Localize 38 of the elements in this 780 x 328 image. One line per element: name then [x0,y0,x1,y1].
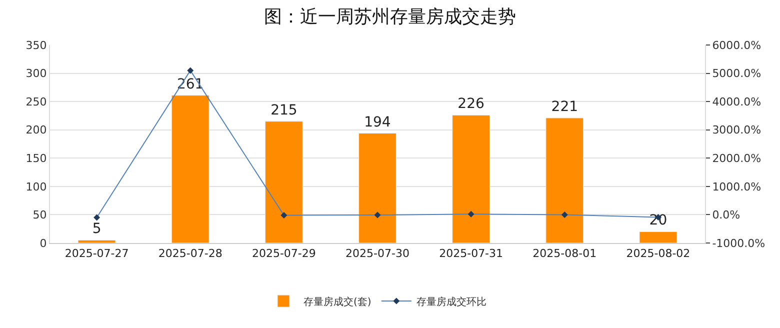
y2-tick-label: 6000.0% [712,38,762,52]
data-label: 194 [364,114,391,130]
y-tick-label: 150 [26,152,47,165]
y2-tick-label: 4000.0% [712,95,762,108]
data-label: 5 [92,221,102,238]
y-tick-label: 200 [26,124,47,137]
y2-tick-label: -1000.0% [712,236,766,250]
y2-tick-label: 5000.0% [712,67,762,80]
x-tick-label: 2025-07-30 [346,247,410,260]
bar [358,133,396,243]
data-label: 221 [551,98,578,115]
x-tick-label: 2025-08-01 [532,247,597,260]
x-tick-label: 2025-07-29 [252,247,316,260]
x-tick-label: 2025-08-02 [626,247,690,260]
y-tick-label: 50 [32,208,47,222]
y2-tick-label: 1000.0% [712,180,762,194]
legend-label: 存量房成交环比 [416,296,486,308]
y-tick-label: 250 [26,95,47,108]
y2-tick-label: 0.0% [712,208,740,222]
y-tick-label: 0 [40,236,47,250]
x-tick-label: 2025-07-31 [439,247,504,260]
y-tick-label: 100 [26,180,47,194]
data-label: 215 [270,102,298,118]
bar [639,231,678,243]
chart-title: 图：近一周苏州存量房成交走势 [264,6,516,28]
y2-tick-label: 3000.0% [712,124,762,137]
bar [264,121,303,243]
data-label: 226 [458,96,484,112]
bar [452,114,490,243]
bar [78,240,116,243]
x-tick-label: 2025-07-28 [158,247,222,260]
legend-label: 存量房成交(套) [304,296,372,308]
y2-tick-label: 2000.0% [712,152,762,165]
x-tick-label: 2025-07-27 [64,247,129,260]
y-tick-label: 300 [26,67,47,80]
y-tick-label: 350 [26,38,47,52]
bar [171,95,210,243]
bar [546,118,584,243]
